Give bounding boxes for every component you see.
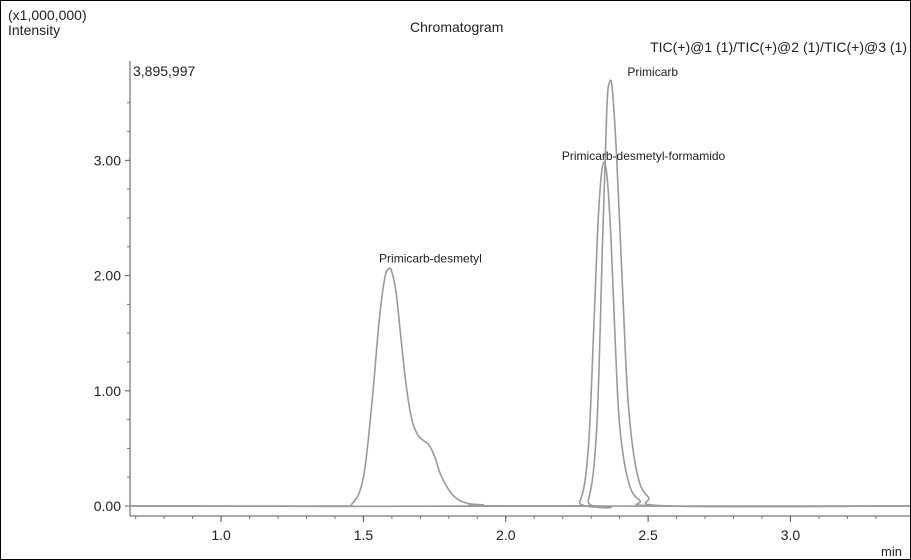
chart-subtitle: TIC(+)@1 (1)/TIC(+)@2 (1)/TIC(+)@3 (1) (650, 39, 907, 55)
x-axis-label: min (881, 544, 902, 559)
x-ticks: 1.0 1.5 2.0 2.5 3.0 (135, 516, 877, 543)
x-tick-label: 3.0 (781, 527, 801, 543)
trace-line-3 (129, 79, 910, 509)
y-tick-label: 2.00 (94, 268, 121, 284)
max-intensity-label: 3,895,997 (133, 63, 195, 79)
y-multiplier-label: (x1,000,000) (8, 7, 87, 23)
peak-label: Primicarb-desmetyl-formamido (562, 149, 726, 163)
x-tick-label: 2.0 (496, 527, 516, 543)
chart-title: Chromatogram (410, 19, 503, 35)
y-tick-label: 0.00 (94, 498, 121, 514)
x-tick-label: 1.5 (354, 527, 374, 543)
y-axis-label: Intensity (8, 22, 60, 38)
y-tick-label: 3.00 (94, 152, 121, 168)
y-ticks: 0.00 1.00 2.00 3.00 (94, 102, 130, 514)
peak-label: Primicarb-desmetyl (379, 252, 482, 266)
x-tick-label: 1.0 (211, 527, 231, 543)
trace-line-1 (129, 267, 910, 508)
y-tick-label: 1.00 (94, 383, 121, 399)
x-tick-label: 2.5 (638, 527, 658, 543)
traces (129, 79, 910, 509)
plot-area: 3,895,997 0.00 1.00 2.00 3.00 1.0 1.5 2.0 2.5 3… (94, 61, 910, 543)
peak-label: Primicarb (627, 65, 678, 79)
peak-annotations: Primicarb-desmetyl Primicarb-desmetyl-for… (379, 65, 726, 266)
trace-line-2 (129, 161, 910, 508)
